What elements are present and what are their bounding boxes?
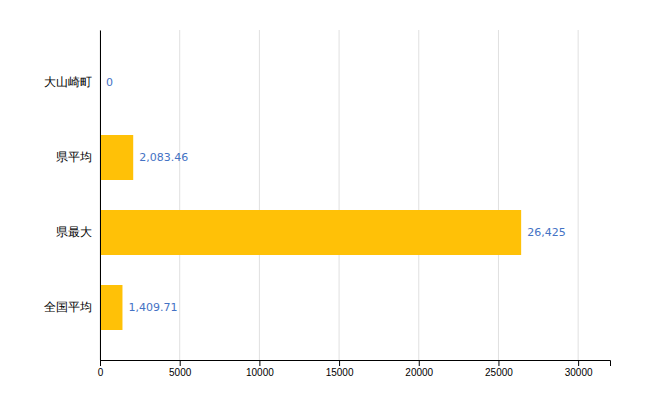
x-tick: 20000: [405, 360, 433, 378]
y-tick-label: 県最大: [56, 225, 92, 239]
x-tick: 10000: [246, 360, 274, 378]
grid-line: [498, 30, 499, 360]
x-tick-label: 0: [98, 367, 104, 378]
data-label: 1,409.71: [128, 301, 177, 314]
x-tick-mark: [498, 360, 499, 366]
y-tick-label: 全国平均: [44, 300, 92, 314]
y-tick: 全国平均: [44, 300, 92, 314]
y-axis: 全国平均 県最大 県平均 大山崎町: [44, 31, 101, 361]
x-tick: 30000: [565, 360, 593, 378]
x-tick-mark: [100, 360, 101, 366]
x-axis: 0 5000 10000 15000 20000 25000 30000: [98, 360, 611, 378]
grid-line: [259, 30, 260, 360]
y-tick-label: 県平均: [56, 150, 92, 164]
grid: [100, 30, 578, 360]
x-tick-mark: [259, 360, 260, 366]
x-tick: 15000: [326, 360, 354, 378]
bar: [100, 135, 133, 180]
x-tick-mark: [419, 360, 420, 366]
y-axis-line: [100, 31, 101, 361]
x-tick-mark: [339, 360, 340, 366]
x-tick-label: 30000: [565, 367, 593, 378]
x-axis-line: [101, 361, 611, 367]
data-label: 2,083.46: [139, 151, 188, 164]
y-tick: 県最大: [56, 225, 92, 239]
plot: 0 5000 10000 15000 20000 25000 30000 全国平均 県最大 県平均…: [44, 30, 611, 378]
x-tick-label: 10000: [246, 367, 274, 378]
data-label: 26,425: [527, 226, 566, 239]
y-tick-label: 大山崎町: [44, 75, 92, 89]
y-tick: 県平均: [56, 150, 92, 164]
grid-line: [418, 30, 419, 360]
grid-line: [578, 30, 579, 360]
x-tick-label: 25000: [485, 367, 513, 378]
bars: [100, 135, 521, 330]
x-tick: 25000: [485, 360, 513, 378]
x-tick-mark: [180, 360, 181, 366]
bar: [100, 210, 521, 255]
x-tick-label: 5000: [169, 367, 192, 378]
bar: [100, 285, 122, 330]
grid-line: [179, 30, 180, 360]
chart: 0 5000 10000 15000 20000 25000 30000 全国平均 県最大 県平均…: [0, 0, 650, 400]
grid-line: [100, 30, 101, 360]
x-tick-label: 20000: [405, 367, 433, 378]
x-tick-label: 15000: [326, 367, 354, 378]
data-label: 0: [106, 76, 113, 89]
y-tick: 大山崎町: [44, 75, 92, 89]
x-tick-mark: [578, 360, 579, 366]
grid-line: [339, 30, 340, 360]
x-tick: 5000: [169, 360, 192, 378]
x-tick: 0: [98, 360, 104, 378]
data-labels: 1,409.71 26,425 2,083.46 0: [106, 76, 566, 314]
